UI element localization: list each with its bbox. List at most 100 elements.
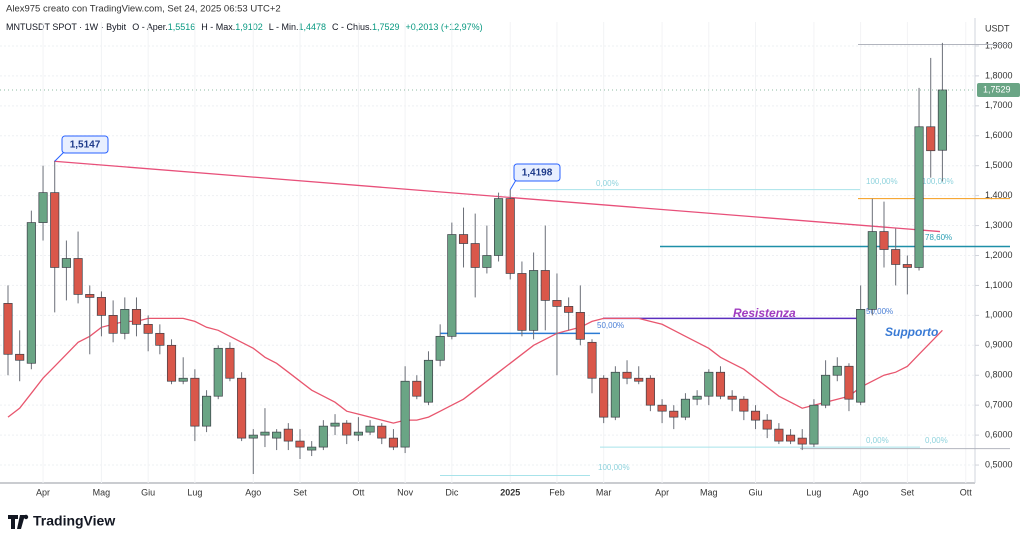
candle-body (821, 374, 831, 406)
x-tick-label: 2025 (500, 487, 520, 497)
candle-body (225, 347, 235, 379)
x-tick-label: Mag (700, 487, 718, 497)
candle-body (388, 437, 398, 448)
x-tick-label: Feb (549, 487, 565, 497)
candle-body (891, 249, 901, 265)
candle-body (307, 446, 317, 451)
candle-body (435, 335, 445, 361)
fib-label: 78,60% (925, 233, 952, 242)
fib-label: 50,00% (866, 307, 893, 316)
y-tick-label: 0,9000 (985, 340, 1013, 350)
y-tick-label: 1,1000 (985, 280, 1013, 290)
candle-body (575, 312, 585, 340)
candle-body (353, 431, 363, 436)
y-tick-label: 1,6000 (985, 130, 1013, 140)
candle-body (715, 371, 726, 397)
candle-body (108, 315, 118, 334)
fib-label: 50,00% (597, 321, 624, 330)
fib-label: 100,00% (922, 177, 954, 186)
candle-body (38, 192, 48, 223)
candle-body (564, 306, 574, 313)
callout-box (61, 135, 109, 154)
callout-label: 1,5147 (70, 140, 101, 151)
x-tick-label: Lug (187, 487, 202, 497)
y-tick-label: 1,3000 (985, 220, 1013, 230)
ohlc-label: O - Aper. (132, 22, 168, 32)
candle-body (61, 258, 71, 268)
candle-body (552, 300, 562, 307)
fib-label: 0,00% (596, 179, 619, 188)
y-tick-label: 1,5000 (985, 160, 1013, 170)
candle-body (26, 222, 36, 364)
candle-body (750, 410, 761, 421)
change-value: +0,2013 (+12,97%) (406, 22, 483, 32)
candle-body (844, 365, 854, 400)
candle-body (143, 323, 153, 334)
candle-body (237, 377, 247, 439)
x-tick-label: Nov (397, 487, 414, 497)
candle-body (166, 344, 177, 382)
candle-body (377, 425, 387, 439)
candle-body (295, 440, 305, 448)
candle-body (680, 398, 690, 418)
callout-pointer (54, 151, 65, 162)
candle-body (96, 297, 106, 316)
candle-body (260, 431, 270, 436)
ohlc-label: H - Max. (201, 22, 235, 32)
y-tick-label: 1,4000 (985, 190, 1013, 200)
candle-body (505, 198, 515, 274)
y-tick-label: 0,6000 (985, 429, 1013, 439)
candle-body (529, 270, 539, 331)
candle-body (704, 371, 714, 397)
candle-body (85, 294, 95, 298)
candle-body (190, 377, 200, 427)
candle-body (458, 234, 469, 244)
ohlc-label: C - Chius. (332, 22, 372, 32)
x-tick-label: Giu (749, 487, 763, 497)
y-tick-label: 1,8000 (985, 70, 1013, 80)
candle-body (797, 437, 807, 445)
candle-body (832, 365, 842, 376)
candle-body (645, 377, 655, 406)
candle-body (937, 89, 947, 151)
moving-average (7, 317, 943, 424)
candle-body (587, 341, 597, 379)
x-tick-label: Mar (596, 487, 612, 497)
candle-body (248, 434, 258, 439)
y-tick-label: 0,7000 (985, 400, 1013, 410)
candle-body (482, 255, 492, 268)
candle-body (517, 273, 527, 331)
candle-body (202, 395, 212, 427)
candle-body (914, 126, 924, 268)
candle-body (3, 303, 13, 355)
x-tick-label: Set (901, 487, 915, 497)
y-tick-label: 1,7000 (985, 100, 1013, 110)
symbol: MNTUSDT SPOT · 1W · Bybit (6, 22, 127, 32)
candle-body (879, 231, 889, 250)
candle-body (786, 434, 796, 442)
candle-body (599, 377, 609, 418)
candle-body (669, 410, 679, 418)
candle-body (902, 264, 912, 268)
candle-body (155, 332, 165, 346)
candle-body (692, 395, 702, 400)
candle-body (272, 431, 282, 439)
fib-label: 100,00% (866, 177, 898, 186)
brand-logo: TradingView (8, 513, 115, 529)
x-tick-label: Lug (806, 487, 821, 497)
ohlc-label: L - Min. (269, 22, 299, 32)
y-tick-label: 1,9000 (985, 40, 1013, 50)
callout-pointer (509, 179, 517, 190)
brand-name: TradingView (33, 513, 115, 529)
y-tick-label: 1,0000 (985, 310, 1013, 320)
y-unit: USDT (985, 23, 1010, 33)
support-note: Supporto (885, 325, 938, 339)
ohlc-value: 1,9102 (235, 22, 263, 32)
candle-body (809, 404, 819, 445)
candle-body (213, 347, 223, 397)
candle-body (622, 371, 632, 379)
x-tick-label: Set (293, 487, 307, 497)
candle-body (610, 371, 620, 418)
x-tick-label: Apr (655, 487, 669, 497)
